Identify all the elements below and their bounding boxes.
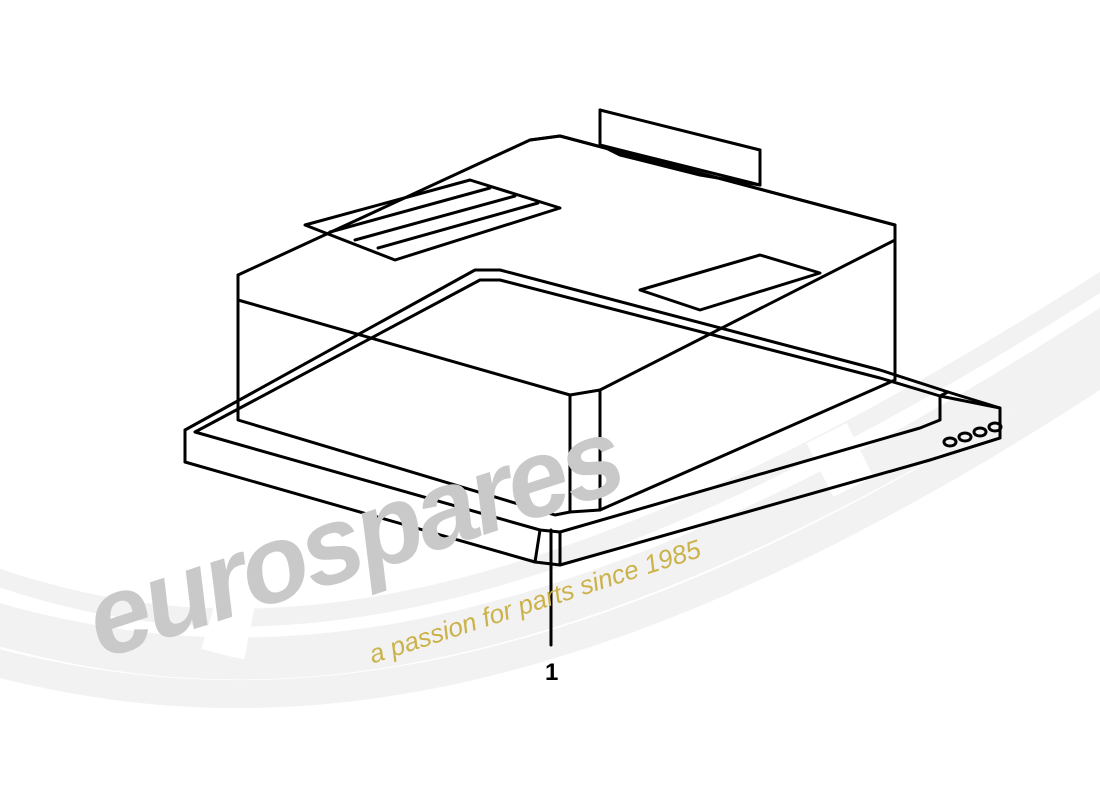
diagram-stage: 1 eurospares a passion for parts since 1… xyxy=(0,0,1100,800)
part-drawing: 1 xyxy=(0,0,1100,800)
callout-number: 1 xyxy=(545,659,558,686)
